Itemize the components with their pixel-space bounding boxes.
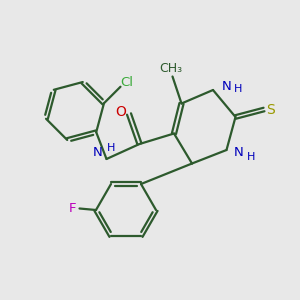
Text: N: N	[234, 146, 244, 160]
Text: N: N	[93, 146, 102, 159]
Text: N: N	[222, 80, 231, 94]
Text: H: H	[107, 142, 115, 153]
Text: CH₃: CH₃	[159, 62, 183, 76]
Text: H: H	[247, 152, 255, 162]
Text: F: F	[69, 202, 77, 215]
Text: H: H	[233, 83, 242, 94]
Text: O: O	[115, 106, 126, 119]
Text: S: S	[266, 103, 275, 116]
Text: Cl: Cl	[120, 76, 133, 89]
